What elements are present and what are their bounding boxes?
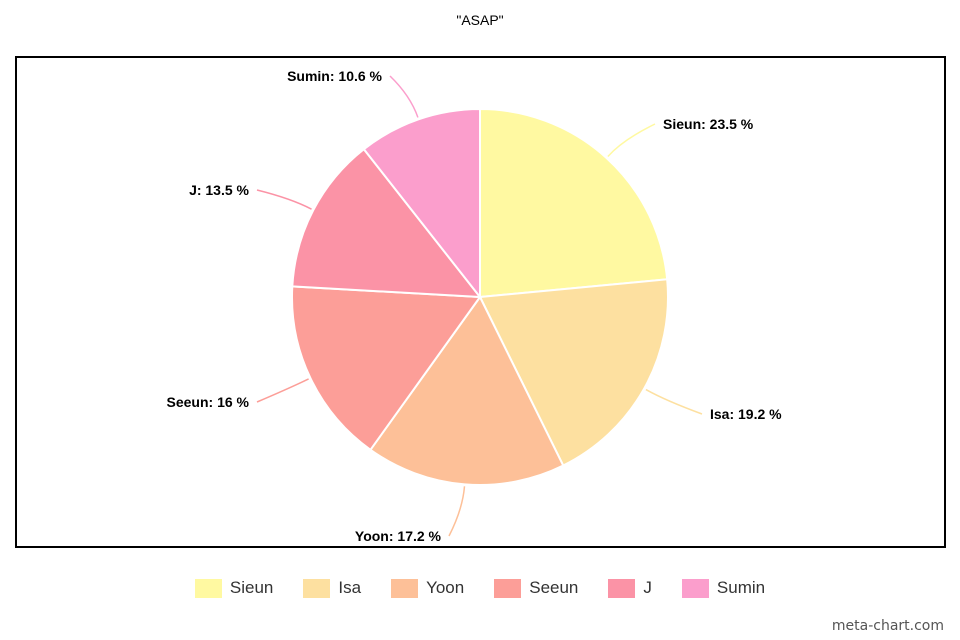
pie-slice-seeun <box>291 285 482 452</box>
leader-line-seeun <box>256 378 309 403</box>
legend-swatch <box>391 578 419 598</box>
watermark: meta-chart.com <box>831 618 944 634</box>
slice-label-yoon: Yoon: 17.2 % <box>355 528 442 544</box>
legend-label: Sieun <box>229 578 274 597</box>
leader-line-sumin <box>389 75 419 118</box>
legend-label: J <box>643 578 652 597</box>
legend-item-isa: Isa <box>303 578 361 598</box>
legend-label: Yoon <box>426 578 465 597</box>
leader-line-sieun <box>607 123 656 157</box>
legend-item-seeun: Seeun <box>494 578 578 598</box>
legend-label: Seeun <box>529 578 579 597</box>
legend-swatch <box>194 578 222 598</box>
pie-slice-sieun <box>479 107 669 299</box>
slice-label-sieun: Sieun: 23.5 % <box>663 116 754 132</box>
legend-swatch <box>303 578 331 598</box>
legend-item-sumin: Sumin <box>681 578 766 598</box>
pie-slice-yoon <box>369 295 565 486</box>
slice-label-seeun: Seeun: 16 % <box>167 394 250 410</box>
chart-title: "ASAP" <box>456 12 504 28</box>
legend-item-j: J <box>608 578 652 598</box>
legend-label: Isa <box>338 578 362 597</box>
legend-swatch <box>681 578 709 598</box>
legend-label: Sumin <box>716 578 766 597</box>
leader-line-yoon <box>448 486 466 537</box>
slice-label-isa: Isa: 19.2 % <box>710 406 782 422</box>
pie-slice-j <box>291 147 483 299</box>
legend-swatch <box>494 578 522 598</box>
slice-label-j: J: 13.5 % <box>189 182 249 198</box>
slice-label-sumin: Sumin: 10.6 % <box>287 68 382 84</box>
leader-line-isa <box>645 388 703 415</box>
pie-slice-isa <box>478 278 669 467</box>
legend: Sieun Isa Yoon Seeun J Sumin <box>0 578 960 598</box>
legend-swatch <box>608 578 636 598</box>
pie-slice-sumin <box>362 107 481 300</box>
chart-frame <box>15 56 946 548</box>
legend-item-yoon: Yoon <box>391 578 464 598</box>
legend-item-sieun: Sieun <box>194 578 274 598</box>
leader-line-j <box>256 189 312 210</box>
